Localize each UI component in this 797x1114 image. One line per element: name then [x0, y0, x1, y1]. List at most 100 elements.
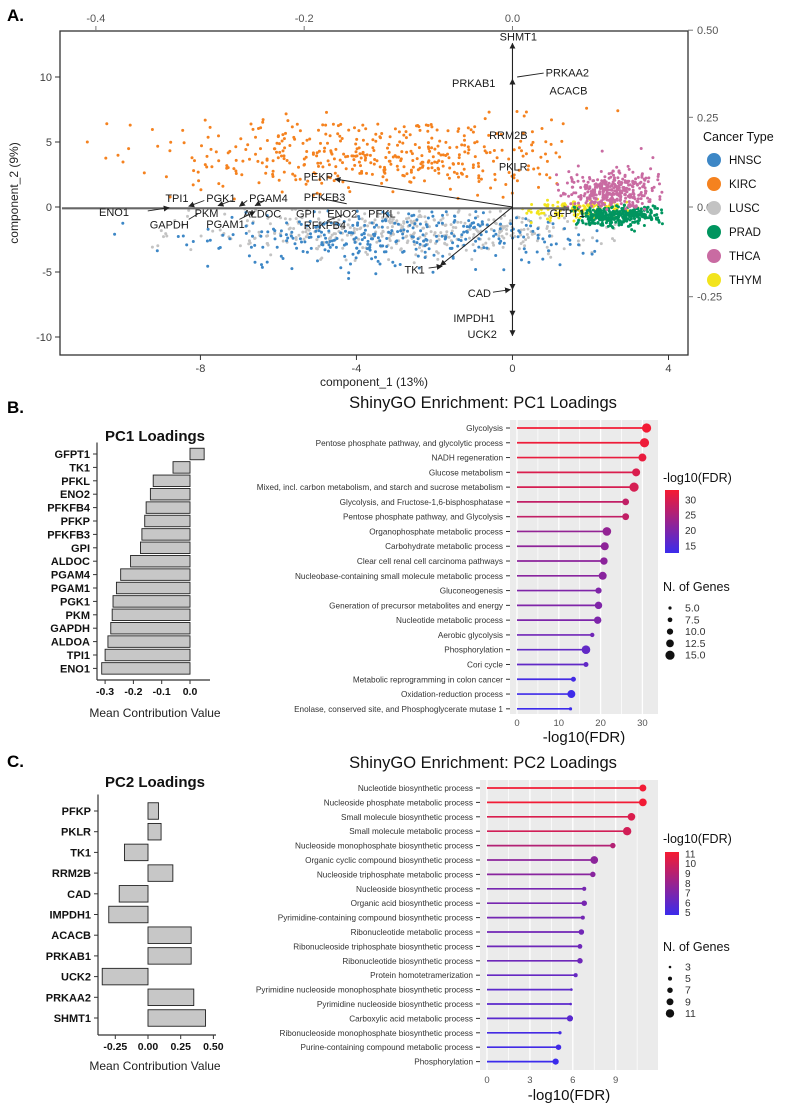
scatter-cluster-PRAD: [569, 203, 664, 233]
enrich-label: Pyrimidine-containing compound biosynthe…: [278, 914, 473, 923]
enrich-dot: [590, 632, 595, 638]
svg-text:30: 30: [637, 718, 648, 729]
enrich-label: Glycolysis: [466, 424, 503, 433]
gene-label-PRKAA2: PRKAA2: [546, 67, 589, 79]
legend-swatch-HNSC: [707, 153, 721, 167]
bar-label-CAD: CAD: [67, 889, 91, 901]
enrich-dot: [602, 527, 612, 536]
svg-text:5.0: 5.0: [685, 603, 700, 615]
scatter-cluster-KIRC: [85, 106, 620, 201]
enrich-dot: [590, 871, 596, 878]
gene-label-TK1: TK1: [405, 264, 425, 276]
bar-label-ACACB: ACACB: [51, 930, 91, 942]
enrich-label: Metabolic reprogramming in colon cancer: [353, 675, 503, 684]
enrich-label: Ribonucleoside triphosphate biosynthetic…: [293, 942, 473, 951]
enrich-label: Aerobic glycolysis: [438, 631, 503, 640]
bar-PFKL: [152, 474, 191, 488]
enrich-dot: [569, 1002, 572, 1006]
enrich-dot: [567, 690, 576, 699]
gene-label-RRM2B: RRM2B: [489, 130, 528, 142]
bar-label-PFKP: PFKP: [61, 516, 90, 528]
bar-label-PFKP: PFKP: [62, 806, 91, 818]
svg-text:0: 0: [46, 202, 52, 214]
legend-title: Cancer Type: [703, 130, 774, 144]
enrich-dot: [595, 587, 602, 594]
enrich-dot: [581, 645, 591, 654]
enrich-label: Ribonucleotide biosynthetic process: [342, 957, 473, 966]
enrich-label: Phosphorylation: [414, 1058, 473, 1067]
enrich-dot: [600, 557, 608, 565]
gene-label-PFKFB3: PFKFB3: [304, 192, 346, 204]
legend-swatch-THYM: [707, 273, 721, 287]
bar-label-TPI1: TPI1: [67, 650, 90, 662]
enrich-label: Generation of precursor metabolites and …: [329, 601, 504, 610]
bar-TK1: [172, 461, 191, 474]
pc1_loadings-xlabel: Mean Contribution Value: [89, 706, 221, 720]
loading-arrows: [61, 42, 570, 337]
enrich-dot: [610, 842, 616, 849]
bar-GAPDH: [110, 621, 191, 635]
bar-label-PRKAA2: PRKAA2: [46, 992, 91, 1004]
enrich-label: Phosphorylation: [444, 646, 503, 655]
bar-PFKP: [147, 802, 159, 820]
svg-text:0.50: 0.50: [203, 1041, 224, 1053]
enrich-label: Small molecule metabolic process: [349, 827, 473, 836]
pc2_enrichment-xlabel: -log10(FDR): [528, 1087, 611, 1104]
svg-text:9: 9: [613, 1075, 618, 1086]
svg-text:30: 30: [685, 495, 697, 506]
enrich-label: Pyrimidine nucleoside biosynthetic proce…: [317, 1000, 473, 1009]
gene-label-ALDOC: ALDOC: [243, 209, 281, 221]
svg-text:-0.2: -0.2: [124, 686, 142, 698]
enrich-dot: [577, 958, 583, 964]
bar-GPI: [140, 541, 191, 555]
pc1_enrichment-panel-bg: [510, 420, 658, 714]
gene-label-PGAM4: PGAM4: [249, 193, 288, 205]
bar-label-GPI: GPI: [71, 543, 90, 555]
svg-text:-0.4: -0.4: [86, 13, 105, 25]
bar-label-GAPDH: GAPDH: [50, 623, 90, 635]
gene-label-PKM: PKM: [195, 208, 219, 220]
enrich-label: Pentose phosphate pathway, and Glycolysi…: [343, 513, 503, 522]
svg-text:7.5: 7.5: [685, 614, 700, 626]
svg-text:5: 5: [46, 137, 52, 149]
gene-label-UCK2: UCK2: [468, 329, 497, 341]
svg-text:0.25: 0.25: [170, 1041, 191, 1053]
gene-label-PKLR: PKLR: [499, 162, 528, 174]
biplot-ylabel: component_2 (9%): [7, 142, 21, 243]
bar-PKM: [111, 608, 191, 622]
legend-label-HNSC: HNSC: [729, 155, 762, 167]
enrich-label: Carboxylic acid metabolic process: [349, 1014, 473, 1023]
enrich-label: Gluconeogenesis: [440, 587, 503, 596]
enrich-label: Nucleoside biosynthetic process: [356, 885, 473, 894]
gene-label-PGAM1: PGAM1: [206, 219, 245, 231]
enrich-label: Nucleotide biosynthetic process: [358, 784, 473, 793]
enrich-label: Purine-containing compound metabolic pro…: [301, 1043, 474, 1052]
svg-text:0: 0: [484, 1075, 489, 1086]
enrich-dot: [639, 438, 650, 448]
enrich-dot: [598, 571, 607, 580]
bar-label-PKLR: PKLR: [61, 827, 91, 839]
svg-text:0.25: 0.25: [697, 112, 718, 124]
svg-text:-log10(FDR): -log10(FDR): [663, 832, 732, 846]
bar-PFKP: [144, 514, 191, 528]
bar-label-GFPT1: GFPT1: [55, 449, 90, 461]
bar-label-TK1: TK1: [70, 847, 91, 859]
svg-text:-0.1: -0.1: [153, 686, 171, 698]
enrich-dot: [582, 886, 587, 891]
svg-text:-0.3: -0.3: [96, 686, 114, 698]
gene-labels: SHMT1 PRKAA2 PRKAB1 ACACB RRM2B PKLR PEKP GFPT1…: [99, 32, 589, 341]
bar-label-ENO1: ENO1: [60, 663, 90, 675]
legend-swatch-THCA: [707, 249, 721, 263]
enrich-dot: [568, 707, 573, 711]
panel-b-label: B.: [7, 398, 24, 417]
gene-label-IMPDH1: IMPDH1: [453, 313, 495, 325]
bar-PGAM1: [115, 581, 191, 595]
svg-text:3: 3: [685, 962, 691, 974]
enrich-dot: [622, 498, 630, 506]
svg-text:0: 0: [509, 363, 515, 375]
enrich-label: Ribonucleoside monophosphate biosyntheti…: [280, 1029, 473, 1038]
enrich-label: Protein homotetramerization: [370, 971, 473, 980]
legend-swatch-KIRC: [707, 177, 721, 191]
